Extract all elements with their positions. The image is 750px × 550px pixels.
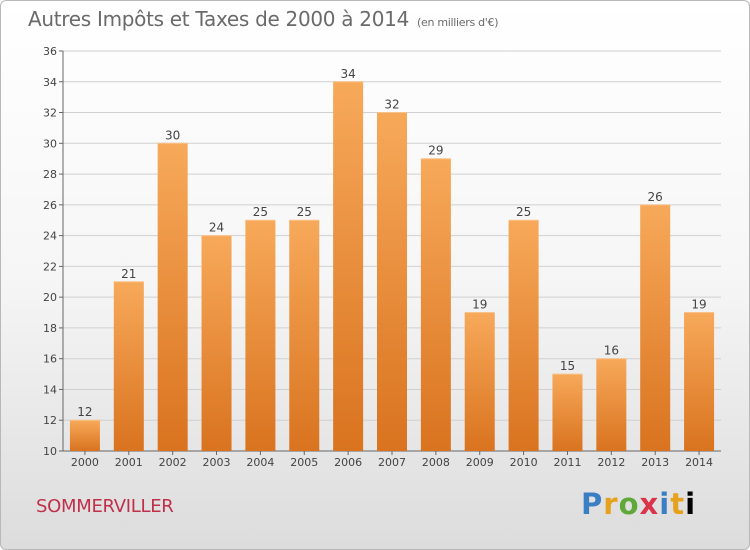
bar [684,312,715,451]
y-tick-label: 18 [43,322,57,335]
y-tick-label: 12 [43,414,57,427]
bar [377,112,407,452]
y-tick-label: 22 [43,260,57,273]
y-tick-label: 36 [43,45,57,58]
x-tick-label: 2005 [290,456,318,469]
bar-value-label: 25 [253,205,268,219]
proxiti-logo: Proxiti [581,487,697,521]
y-tick-label: 32 [43,107,57,120]
bar [333,81,364,452]
x-tick-label: 2010 [510,456,538,469]
bar [113,281,144,451]
bar-value-label: 12 [77,405,92,419]
y-tick-label: 24 [43,230,57,243]
x-tick-label: 2011 [553,456,581,469]
y-tick-label: 34 [43,76,57,89]
bar-value-label: 29 [428,144,443,158]
x-tick-label: 2012 [597,456,625,469]
y-tick-label: 20 [43,291,57,304]
x-tick-label: 2009 [466,456,494,469]
x-tick-label: 2000 [71,456,99,469]
y-tick-label: 26 [43,199,57,212]
bar [289,220,320,451]
bar-value-label: 32 [384,98,399,112]
bar-value-label: 26 [648,190,663,204]
bar [640,204,671,451]
y-tick-label: 10 [43,445,57,458]
y-tick-label: 16 [43,353,57,366]
bar-value-label: 25 [516,205,531,219]
y-tick-label: 30 [43,137,57,150]
bar-value-label: 19 [472,298,487,312]
bar-value-label: 24 [209,221,224,235]
x-tick-label: 2007 [378,456,406,469]
x-tick-label: 2002 [159,456,187,469]
chart-title-text: Autres Impôts et Taxes de 2000 à 2014 [28,7,409,31]
bar-value-label: 30 [165,128,180,142]
bar [596,358,627,451]
bar [245,220,276,451]
x-tick-label: 2008 [422,456,450,469]
bar [508,220,539,451]
bar-value-label: 34 [340,67,355,81]
bar [464,312,495,451]
bar [69,420,100,451]
x-tick-label: 2006 [334,456,362,469]
x-tick-label: 2004 [246,456,274,469]
bar-value-label: 21 [121,267,136,281]
y-tick-label: 14 [43,383,57,396]
bar [420,158,451,451]
x-tick-label: 2014 [685,456,713,469]
y-tick-label: 28 [43,168,57,181]
bar [552,374,583,451]
bar [201,235,232,451]
bar-value-label: 19 [691,298,706,312]
chart-title: Autres Impôts et Taxes de 2000 à 2014 (en… [28,7,498,31]
bar [157,143,188,452]
x-tick-label: 2003 [203,456,231,469]
bar-value-label: 25 [297,205,312,219]
bar-value-label: 16 [604,344,619,358]
x-tick-label: 2013 [641,456,669,469]
bar-value-label: 15 [560,359,575,373]
city-name: SOMMERVILLER [36,496,174,517]
chart-unit: (en milliers d'€) [417,16,499,29]
x-tick-label: 2001 [115,456,143,469]
